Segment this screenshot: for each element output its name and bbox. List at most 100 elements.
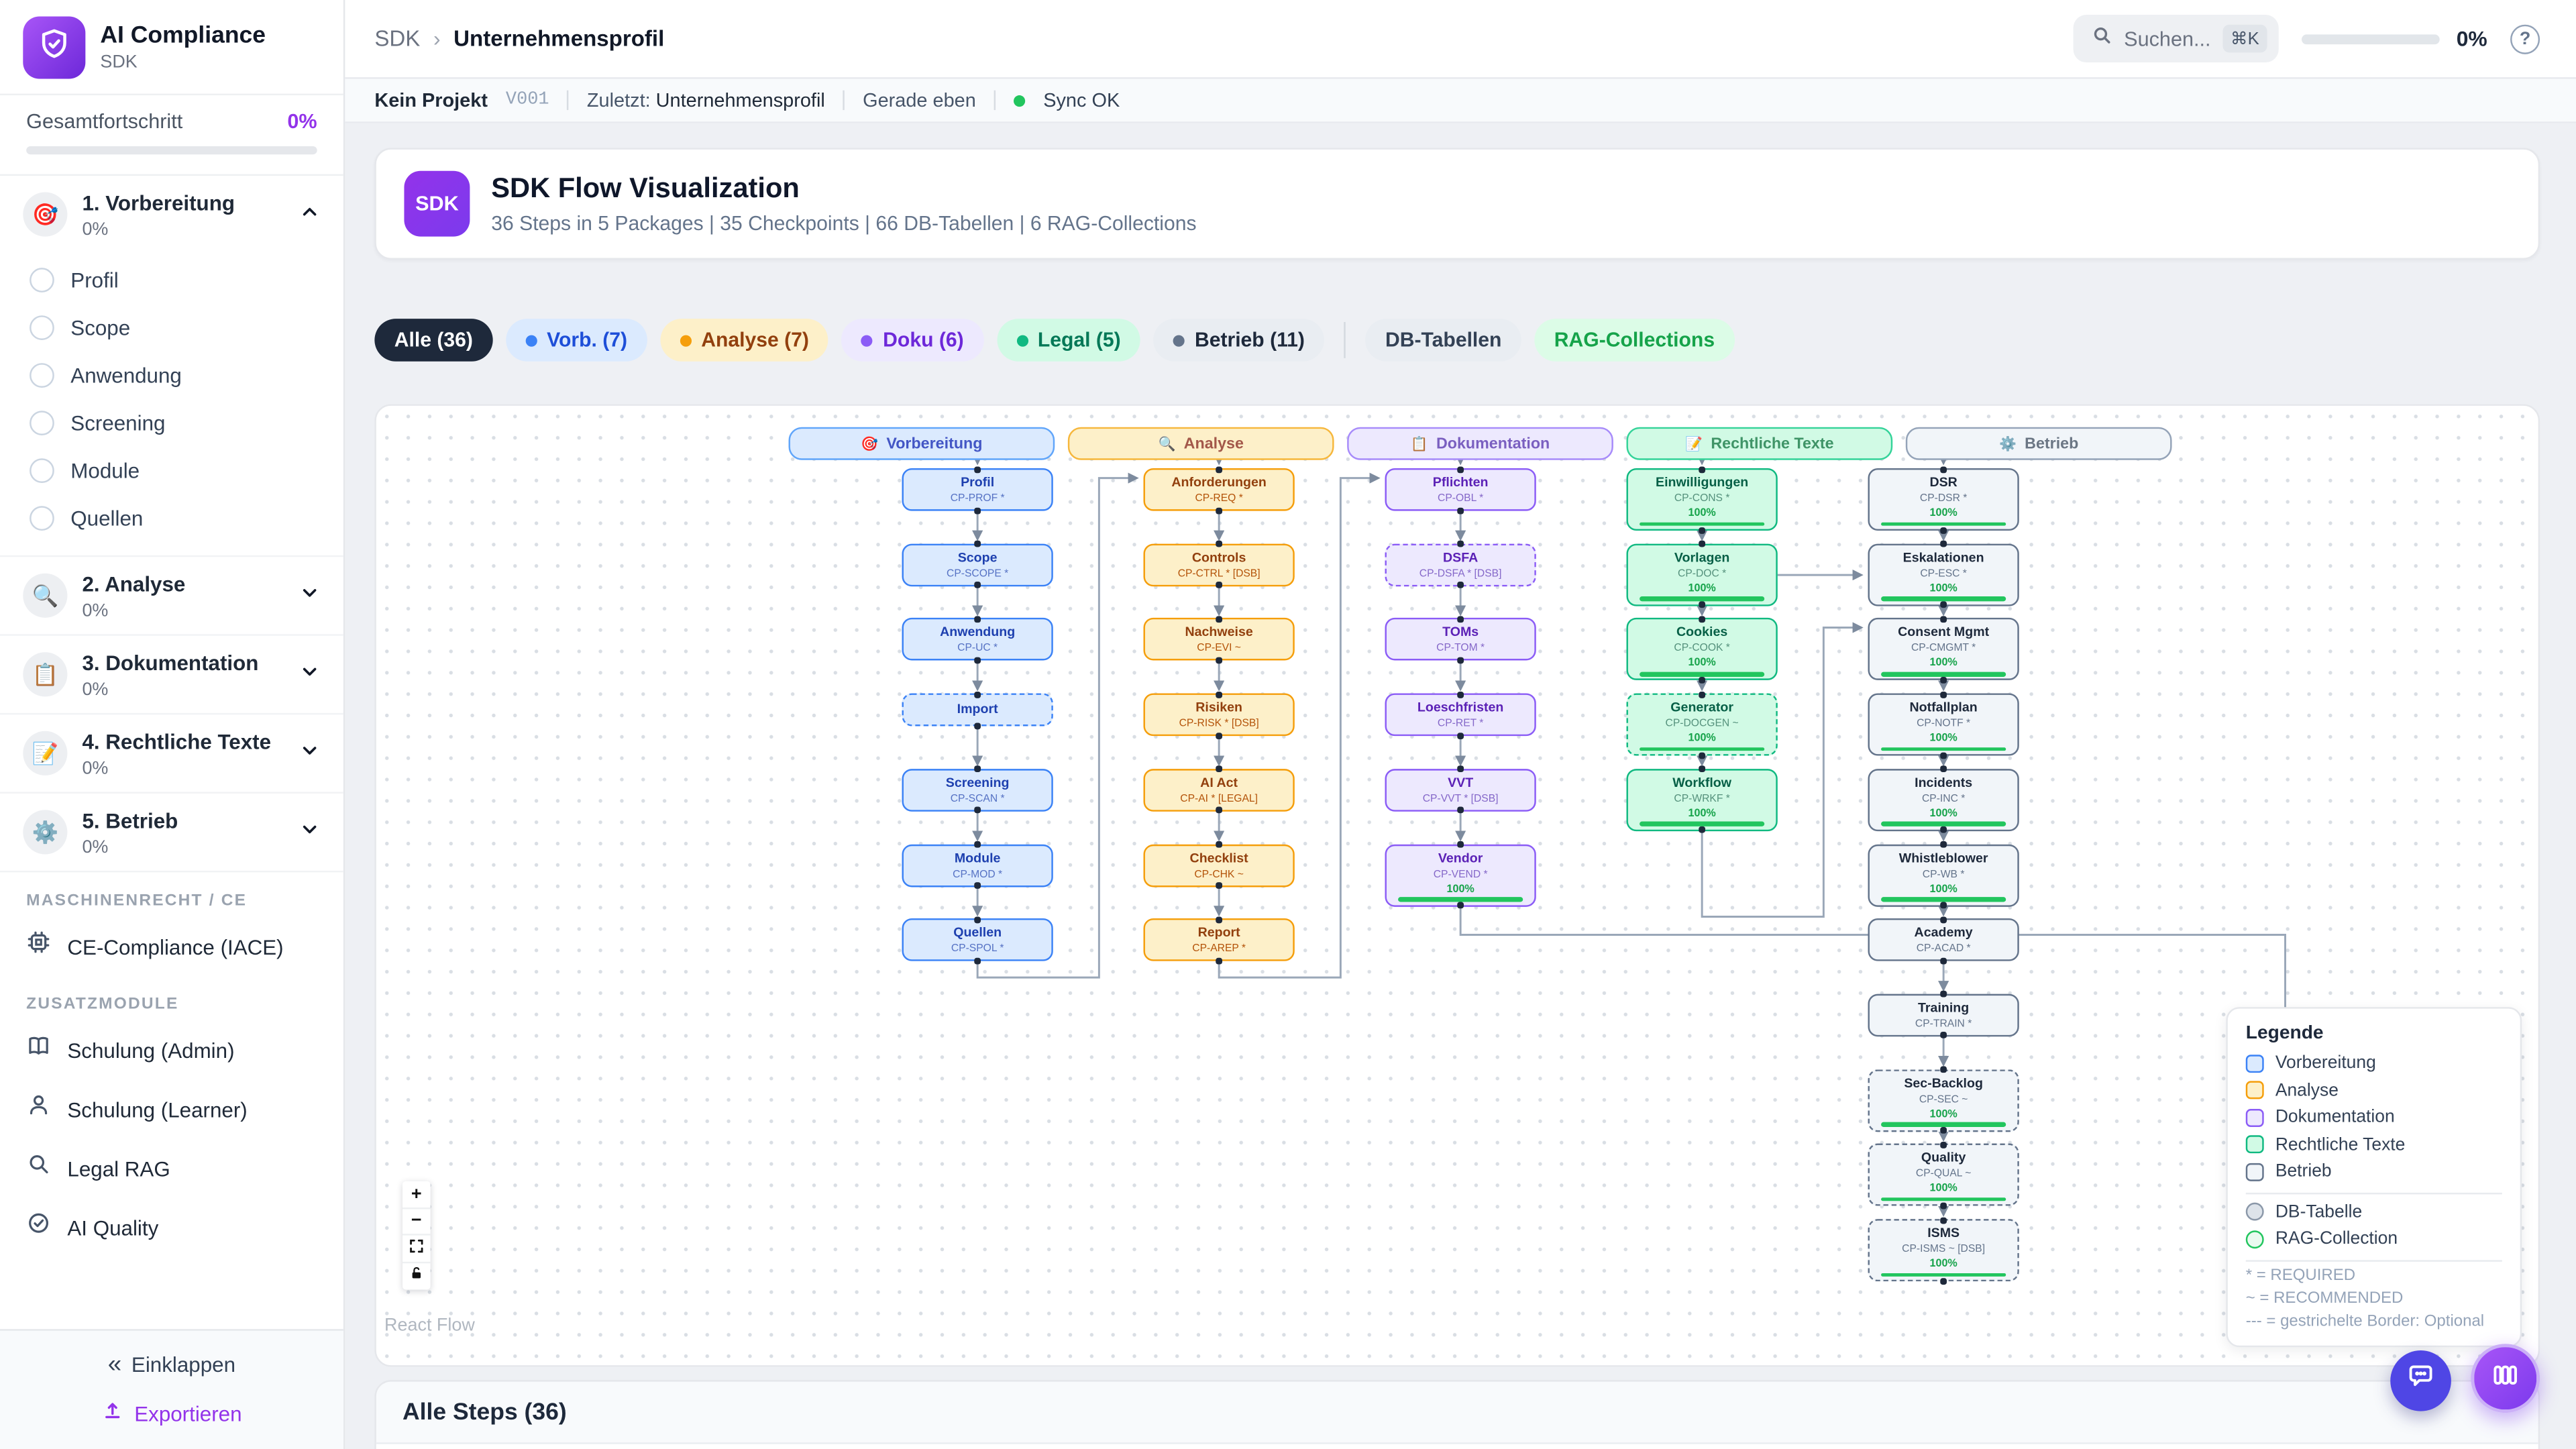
filter-chip-all[interactable]: Alle (36) (374, 319, 493, 362)
node-progress-bar (1640, 672, 1765, 676)
zoom-out-button[interactable]: − (402, 1208, 431, 1236)
filter-chip-analyse[interactable]: Analyse (7) (660, 319, 829, 362)
flow-node-einwilligungen[interactable]: Einwilligungen CP-CONS * 100% (1626, 466, 1778, 533)
sidebar-item-scope[interactable]: Scope (0, 304, 343, 352)
node-code: CP-AREP * (1192, 943, 1246, 955)
sidebar-item-schulung-learner-[interactable]: Schulung (Learner) (0, 1079, 343, 1138)
double-chevron-left-icon: « (107, 1350, 122, 1379)
flow-node-academy[interactable]: Academy CP-ACAD * (1868, 916, 2019, 964)
flow-node-report[interactable]: Report CP-AREP * (1143, 916, 1295, 964)
flow-node-whistleblower[interactable]: Whistleblower CP-WB * 100% (1868, 841, 2019, 909)
node-code: CP-ACAD * (1916, 943, 1971, 955)
filter-chip-vorb[interactable]: Vorb. (7) (505, 319, 647, 362)
flow-node-vorlagen[interactable]: Vorlagen CP-DOC * 100% (1626, 541, 1778, 608)
legend-label: DB-Tabelle (2275, 1201, 2363, 1222)
group-title: Rechtliche Texte (1711, 434, 1834, 453)
collapse-label: Einklappen (131, 1352, 236, 1377)
filter-chip-legal[interactable]: Legal (5) (996, 319, 1141, 362)
flow-node-ai-act[interactable]: AI Act CP-AI * [LEGAL] (1143, 765, 1295, 814)
node-code: CP-AI * [LEGAL] (1180, 793, 1258, 805)
flow-node-generator[interactable]: Generator CP-DOCGEN ~ 100% (1626, 691, 1778, 759)
sidebar-item-ai-quality[interactable]: AI Quality (0, 1197, 343, 1256)
flow-group-vorb[interactable]: 🎯 Vorbereitung (788, 427, 1055, 460)
flow-node-loeschfristen[interactable]: Loeschfristen CP-RET * (1385, 691, 1536, 739)
legend-label: Analyse (2275, 1080, 2339, 1100)
flow-node-screening[interactable]: Screening CP-SCAN * (902, 765, 1053, 814)
flow-node-toms[interactable]: TOMs CP-TOM * (1385, 616, 1536, 664)
sidebar-section-4[interactable]: 📝 4. Rechtliche Texte 0% (0, 714, 343, 792)
flow-node-vendor[interactable]: Vendor CP-VEND * 100% (1385, 841, 1536, 909)
sidebar-item-label: Profil (70, 268, 119, 292)
flow-node-scope[interactable]: Scope CP-SCOPE * (902, 541, 1053, 589)
sidebar-item-label: Schulung (Learner) (67, 1096, 248, 1122)
chat-fab-button[interactable] (2390, 1350, 2451, 1411)
help-icon[interactable]: ? (2510, 23, 2540, 54)
flow-node-workflow[interactable]: Workflow CP-WRKF * 100% (1626, 765, 1778, 834)
node-progress-value: 100% (1929, 1183, 1957, 1195)
flow-node-training[interactable]: Training CP-TRAIN * (1868, 991, 2019, 1039)
flow-node-pflichten[interactable]: Pflichten CP-OBL * (1385, 466, 1536, 514)
breadcrumb-root[interactable]: SDK (374, 26, 421, 51)
flow-header-card: SDK SDK Flow Visualization 36 Steps in 5… (374, 148, 2540, 260)
flow-node-incidents[interactable]: Incidents CP-INC * 100% (1868, 765, 2019, 834)
flow-canvas[interactable]: Legende Vorbereitung Analyse Dokumentation… (374, 404, 2540, 1367)
flow-node-controls[interactable]: Controls CP-CTRL * [DSB] (1143, 541, 1295, 589)
kanban-fab-button[interactable] (2471, 1344, 2540, 1413)
sidebar-item-legal-rag[interactable]: Legal RAG (0, 1138, 343, 1197)
flow-node-cookies[interactable]: Cookies CP-COOK * 100% (1626, 616, 1778, 684)
sidebar-item-screening[interactable]: Screening (0, 399, 343, 447)
sidebar-item-schulung-admin-[interactable]: Schulung (Admin) (0, 1020, 343, 1079)
flow-node-import[interactable]: Import (902, 691, 1053, 729)
legend-title: Legende (2245, 1023, 2324, 1044)
flow-node-quellen[interactable]: Quellen CP-SPOL * (902, 916, 1053, 964)
legend-item-doku: Dokumentation (2245, 1108, 2502, 1127)
main-content: SDK SDK Flow Visualization 36 Steps in 5… (374, 123, 2540, 1367)
flow-node-profil[interactable]: Profil CP-PROF * (902, 466, 1053, 514)
flow-node-eskalationen[interactable]: Eskalationen CP-ESC * 100% (1868, 541, 2019, 608)
sidebar-item-module[interactable]: Module (0, 447, 343, 494)
sidebar-section-2[interactable]: 🔍 2. Analyse 0% (0, 557, 343, 634)
sidebar-section-1[interactable]: 🎯 1. Vorbereitung 0% (0, 176, 343, 253)
flow-node-anforderungen[interactable]: Anforderungen CP-REQ * (1143, 466, 1295, 514)
node-label: Module (954, 850, 1001, 865)
sidebar-item-profil[interactable]: Profil (0, 256, 343, 304)
flow-node-consent-mgmt[interactable]: Consent Mgmt CP-CMGMT * 100% (1868, 616, 2019, 684)
zoom-in-button[interactable]: + (402, 1181, 431, 1209)
filter-chip-db[interactable]: DB-Tabellen (1365, 319, 1521, 362)
flow-node-quality[interactable]: Quality CP-QUAL ~ 100% (1868, 1141, 2019, 1209)
lock-button[interactable] (402, 1263, 431, 1289)
flow-group-betrieb[interactable]: ⚙️ Betrieb (1905, 427, 2172, 460)
sidebar-section-3[interactable]: 📋 3. Dokumentation 0% (0, 636, 343, 713)
sidebar-header: AI Compliance SDK (0, 0, 343, 96)
flow-node-notfallplan[interactable]: Notfallplan CP-NOTF * 100% (1868, 691, 2019, 759)
node-label: Whistleblower (1898, 850, 1988, 865)
fit-view-button[interactable] (402, 1236, 431, 1263)
filter-chip-rag[interactable]: RAG-Collections (1534, 319, 1735, 362)
flow-group-doku[interactable]: 📋 Dokumentation (1347, 427, 1613, 460)
flow-node-checklist[interactable]: Checklist CP-CHK ~ (1143, 841, 1295, 889)
flow-node-vvt[interactable]: VVT CP-VVT * [DSB] (1385, 765, 1536, 814)
sidebar-item-anwendung[interactable]: Anwendung (0, 352, 343, 399)
filter-chip-label: RAG-Collections (1554, 328, 1715, 352)
flow-node-dsfa[interactable]: DSFA CP-DSFA * [DSB] (1385, 541, 1536, 589)
search-input[interactable]: Suchen... ⌘K (2073, 15, 2279, 63)
flow-node-risiken[interactable]: Risiken CP-RISK * [DSB] (1143, 691, 1295, 739)
flow-node-module[interactable]: Module CP-MOD * (902, 841, 1053, 889)
flow-group-legal[interactable]: 📝 Rechtliche Texte (1626, 427, 1893, 460)
sidebar-section-5[interactable]: ⚙️ 5. Betrieb 0% (0, 794, 343, 871)
flow-node-nachweise[interactable]: Nachweise CP-EVI ~ (1143, 616, 1295, 664)
flow-node-anwendung[interactable]: Anwendung CP-UC * (902, 616, 1053, 664)
sidebar-item-quellen[interactable]: Quellen (0, 494, 343, 542)
section-emoji-icon: 🎯 (23, 192, 68, 237)
flow-node-sec-backlog[interactable]: Sec-Backlog CP-SEC ~ 100% (1868, 1066, 2019, 1134)
flow-node-isms[interactable]: ISMS CP-ISMS ~ [DSB] 100% (1868, 1216, 2019, 1284)
collapse-sidebar-button[interactable]: « Einklappen (0, 1350, 343, 1379)
filter-chip-doku[interactable]: Doku (6) (841, 319, 984, 362)
node-label: Anforderungen (1171, 474, 1267, 490)
export-button[interactable]: Exportieren (0, 1400, 343, 1426)
filter-chip-betrieb[interactable]: Betrieb (11) (1153, 319, 1325, 362)
flow-group-analyse[interactable]: 🔍 Analyse (1067, 427, 1334, 460)
node-progress-value: 100% (1929, 883, 1957, 895)
sidebar-item-ce-compliance-iace-[interactable]: CE-Compliance (IACE) (0, 917, 343, 976)
flow-node-dsr[interactable]: DSR CP-DSR * 100% (1868, 466, 2019, 533)
